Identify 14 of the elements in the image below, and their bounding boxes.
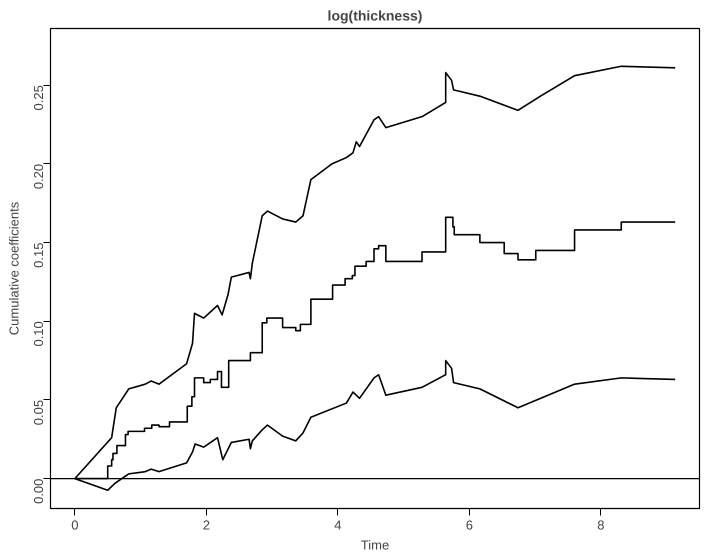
y-tick-label: 0.00 xyxy=(31,478,46,504)
x-tick-label: 0 xyxy=(71,518,78,532)
x-axis-title: Time xyxy=(360,538,390,552)
x-tick-label: 2 xyxy=(202,518,210,532)
chart-title: log(thickness) xyxy=(328,8,422,24)
x-tick-label: 6 xyxy=(466,518,473,532)
y-tick-label: 0.20 xyxy=(31,164,46,190)
x-tick-label: 8 xyxy=(597,518,604,532)
y-tick-label: 0.05 xyxy=(31,400,46,426)
y-tick-label: 0.15 xyxy=(31,242,46,268)
y-tick-label: 0.10 xyxy=(31,321,46,347)
y-tick-label: 0.25 xyxy=(31,85,46,110)
x-tick-label: 4 xyxy=(334,518,342,532)
y-axis-title: Cumulative coefficients xyxy=(6,201,22,336)
